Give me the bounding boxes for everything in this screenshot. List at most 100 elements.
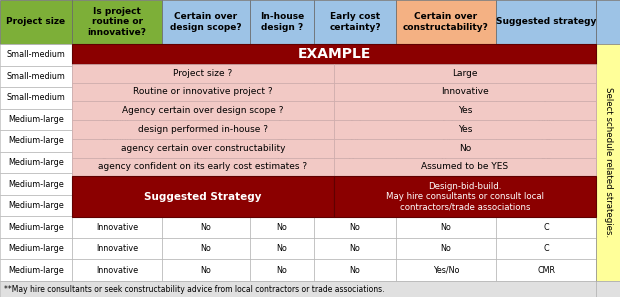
Text: No: No (277, 158, 288, 167)
Text: No: No (277, 180, 288, 189)
Bar (596, 281, 620, 297)
Text: Small-medium: Small-medium (7, 50, 66, 59)
Text: C: C (543, 244, 549, 253)
Text: No: No (441, 201, 451, 210)
Bar (334, 176, 596, 217)
Bar (72, 152, 162, 173)
Bar (72, 139, 334, 157)
Text: Suggested strategy: Suggested strategy (496, 18, 596, 26)
Bar (496, 260, 596, 281)
Text: No: No (441, 223, 451, 232)
Bar (396, 0, 496, 44)
Bar (162, 195, 250, 216)
Bar (250, 260, 314, 281)
Bar (250, 130, 314, 152)
Bar (72, 0, 162, 44)
Bar (72, 130, 162, 152)
Bar (72, 109, 162, 130)
Text: Yes: Yes (440, 115, 453, 124)
Text: No: No (200, 223, 211, 232)
Text: No: No (441, 244, 451, 253)
Bar (496, 216, 596, 238)
Bar (496, 87, 596, 109)
Bar (72, 195, 162, 216)
Bar (496, 238, 596, 260)
Text: Innovative: Innovative (441, 87, 489, 97)
Text: Yes: Yes (200, 180, 213, 189)
Text: DB/
C: DB/ C (539, 88, 553, 108)
Bar (0, 195, 72, 216)
Text: Innovative: Innovative (96, 244, 138, 253)
Bar (314, 66, 396, 87)
Text: Medium-large: Medium-large (8, 244, 64, 253)
Bar (72, 120, 334, 139)
Text: Medium-large: Medium-large (8, 158, 64, 167)
Bar (162, 238, 250, 260)
Bar (0, 173, 72, 195)
Bar (162, 44, 250, 66)
Bar (314, 130, 396, 152)
Text: Medium-large: Medium-large (8, 115, 64, 124)
Bar (0, 87, 72, 109)
Text: Medium-large: Medium-large (8, 180, 64, 189)
Text: Early cost
certainty?: Early cost certainty? (329, 12, 381, 32)
Text: Medium-large: Medium-large (8, 266, 64, 275)
Text: No: No (350, 180, 360, 189)
Text: Design-bid-build.
May hire consultants or consult local
contractors/trade associ: Design-bid-build. May hire consultants o… (386, 182, 544, 212)
Text: Assumed to be YES: Assumed to be YES (422, 162, 508, 171)
Text: Routine: Routine (102, 93, 132, 102)
Text: No: No (277, 136, 288, 146)
Bar (0, 152, 72, 173)
Bar (334, 157, 596, 176)
Bar (72, 44, 596, 64)
Bar (396, 109, 496, 130)
Text: Certain over
constructability?: Certain over constructability? (403, 12, 489, 32)
Text: Project size: Project size (6, 18, 66, 26)
Bar (162, 216, 250, 238)
Bar (72, 83, 334, 101)
Text: Yes/No: Yes/No (433, 266, 459, 275)
Text: Is project
routine or
innovative?: Is project routine or innovative? (87, 7, 146, 37)
Bar (396, 260, 496, 281)
Bar (250, 173, 314, 195)
Text: Select schedule related strategies.: Select schedule related strategies. (603, 87, 613, 238)
Text: Yes: Yes (348, 136, 361, 146)
Bar (162, 109, 250, 130)
Text: C: C (543, 223, 549, 232)
Bar (314, 44, 396, 66)
Bar (596, 44, 620, 281)
Text: No: No (200, 266, 211, 275)
Text: No: No (277, 266, 288, 275)
Text: C: C (543, 201, 549, 210)
Bar (250, 238, 314, 260)
Bar (314, 0, 396, 44)
Bar (396, 238, 496, 260)
Text: DB: DB (540, 136, 552, 146)
Bar (250, 152, 314, 173)
Bar (396, 152, 496, 173)
Text: DBB: DBB (538, 115, 554, 124)
Text: No: No (350, 201, 360, 210)
Bar (496, 130, 596, 152)
Bar (496, 44, 596, 66)
Bar (162, 87, 250, 109)
Bar (72, 238, 162, 260)
Text: No: No (350, 223, 360, 232)
Text: agency certain over constructability: agency certain over constructability (121, 144, 285, 153)
Text: Medium-large: Medium-large (8, 223, 64, 232)
Bar (334, 120, 596, 139)
Bar (314, 260, 396, 281)
Bar (72, 44, 162, 66)
Bar (162, 66, 250, 87)
Bar (334, 101, 596, 120)
Text: No: No (200, 244, 211, 253)
Bar (0, 130, 72, 152)
Text: DB: DB (540, 158, 552, 167)
Text: DBB: DBB (538, 72, 554, 81)
Text: Small-medium: Small-medium (7, 72, 66, 81)
Bar (72, 66, 162, 87)
Bar (496, 66, 596, 87)
Bar (0, 109, 72, 130)
Bar (396, 195, 496, 216)
Bar (72, 101, 334, 120)
